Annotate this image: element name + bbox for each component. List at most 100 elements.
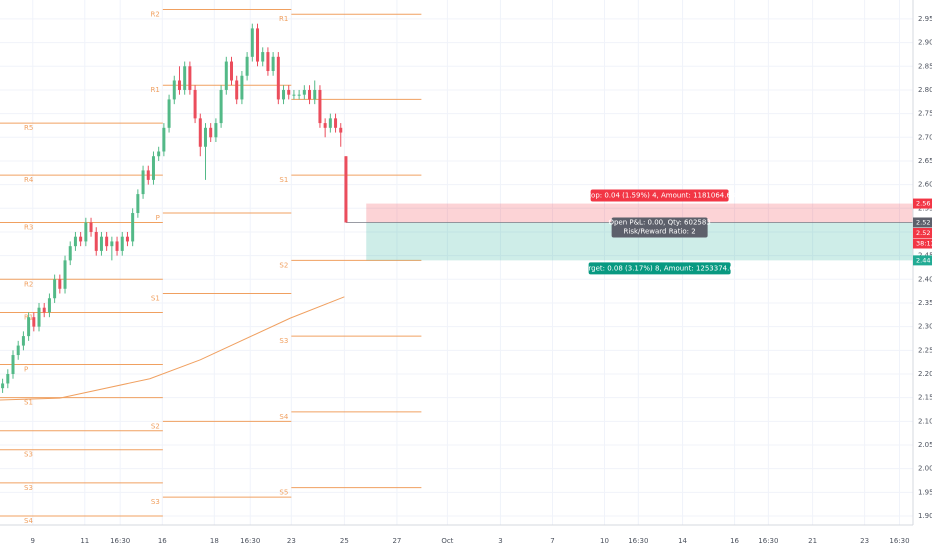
candle-body (276, 56, 280, 100)
candle-body (151, 156, 155, 180)
pivot-label: R5 (24, 124, 33, 132)
candle-body (256, 28, 260, 62)
pivot-label: S3 (279, 337, 288, 345)
pivot-label: R2 (151, 10, 160, 18)
x-tick-label: 16 (158, 537, 167, 545)
candle-body (344, 156, 348, 223)
y-tick-label: 2.95 (918, 15, 932, 23)
candle-body (339, 127, 343, 133)
stop-label-box (590, 189, 729, 202)
candle-body (42, 307, 46, 313)
y-tick-label: 2.60 (918, 181, 932, 189)
candle-body (79, 236, 83, 242)
stop-label: Stop: 0.04 (1.59%) 4, Amount: 1181064.68 (584, 192, 736, 200)
y-tick-label: 1.90 (918, 512, 932, 520)
candle-body (323, 123, 327, 128)
price-badge-label: 38:13 (916, 239, 932, 247)
price-badge-label: 2.44 (916, 256, 930, 264)
y-tick-label: 2.05 (918, 441, 932, 449)
candle-body (203, 127, 207, 147)
pivot-label: S3 (24, 451, 33, 459)
candle-body (282, 89, 286, 100)
x-tick-label: 16:30 (758, 537, 778, 545)
candle-body (177, 80, 181, 90)
y-tick-label: 2.30 (918, 323, 932, 331)
candle-body (214, 123, 218, 138)
candle-body (16, 345, 20, 356)
candle-body (297, 94, 301, 96)
candle-body (84, 222, 88, 242)
y-tick-label: 2.15 (918, 394, 932, 402)
candle-body (58, 279, 62, 289)
candle-body (302, 89, 306, 95)
moving-average (0, 296, 345, 401)
y-tick-label: 2.20 (918, 370, 932, 378)
candle-body (47, 298, 51, 313)
candle-body (53, 279, 57, 299)
candle-body (131, 213, 135, 242)
pivot-label: S4 (279, 413, 288, 421)
price-badge (913, 255, 932, 266)
x-tick-label: Oct (441, 537, 453, 545)
candle-body (73, 236, 77, 247)
pivot-label: S3 (24, 484, 33, 492)
x-tick-label: 27 (392, 537, 401, 545)
candle-body (224, 61, 228, 90)
x-tick-label: 9 (31, 537, 35, 545)
price-badge (913, 227, 932, 238)
x-tick-label: 16:30 (240, 537, 260, 545)
x-tick-label: 16:30 (628, 537, 648, 545)
candle-body (292, 94, 296, 96)
target-label-box (588, 262, 731, 275)
pivot-label: S2 (151, 422, 160, 430)
candle-body (162, 127, 166, 152)
candle-body (266, 52, 270, 72)
pivot-label: R1 (151, 86, 160, 94)
candle-body (89, 222, 93, 232)
ratio-label: Risk/Reward Ratio: 2 (624, 227, 696, 235)
price-badge (913, 198, 932, 209)
candle-body (172, 80, 176, 100)
candle-body (120, 236, 124, 251)
pivot-label: S1 (24, 399, 33, 407)
candle-body (167, 99, 171, 128)
candle-body (245, 56, 249, 76)
candle-body (146, 170, 150, 180)
price-badge (913, 217, 932, 228)
pivot-label: S1 (151, 295, 160, 303)
candle-body (94, 231, 98, 251)
candle-body (105, 236, 109, 247)
candle-body (240, 75, 244, 100)
pivot-label: R3 (24, 223, 33, 231)
price-badge-label: 2.56 (916, 200, 930, 208)
candle-body (27, 317, 31, 337)
candle-body (193, 89, 197, 119)
candle-body (334, 118, 338, 128)
candle-body (6, 373, 10, 384)
candle-body (219, 89, 223, 124)
x-tick-label: 18 (210, 537, 219, 545)
y-tick-label: 2.85 (918, 62, 932, 70)
candle-body (250, 28, 254, 57)
x-tick-label: 25 (340, 537, 349, 545)
candle-body (99, 236, 103, 251)
candle-body (141, 170, 145, 195)
y-tick-label: 2.90 (918, 39, 932, 47)
y-tick-label: 2.65 (918, 157, 932, 165)
candle-body (68, 246, 72, 261)
pivot-label: R1 (279, 15, 288, 23)
candle-body (183, 66, 187, 90)
x-tick-label: 23 (287, 537, 296, 545)
x-tick-label: 21 (808, 537, 817, 545)
candle-body (235, 80, 239, 100)
candle-body (271, 56, 275, 72)
price-badge-label: 2.52 (916, 229, 930, 237)
x-tick-label: 16:30 (889, 537, 909, 545)
target-label: Target: 0.08 (3.17%) 8, Amount: 1253374.… (580, 264, 739, 272)
pivot-label: S4 (24, 517, 33, 525)
y-tick-label: 2.00 (918, 465, 932, 473)
pnl-label-box (611, 217, 708, 238)
candle-body (32, 317, 36, 327)
